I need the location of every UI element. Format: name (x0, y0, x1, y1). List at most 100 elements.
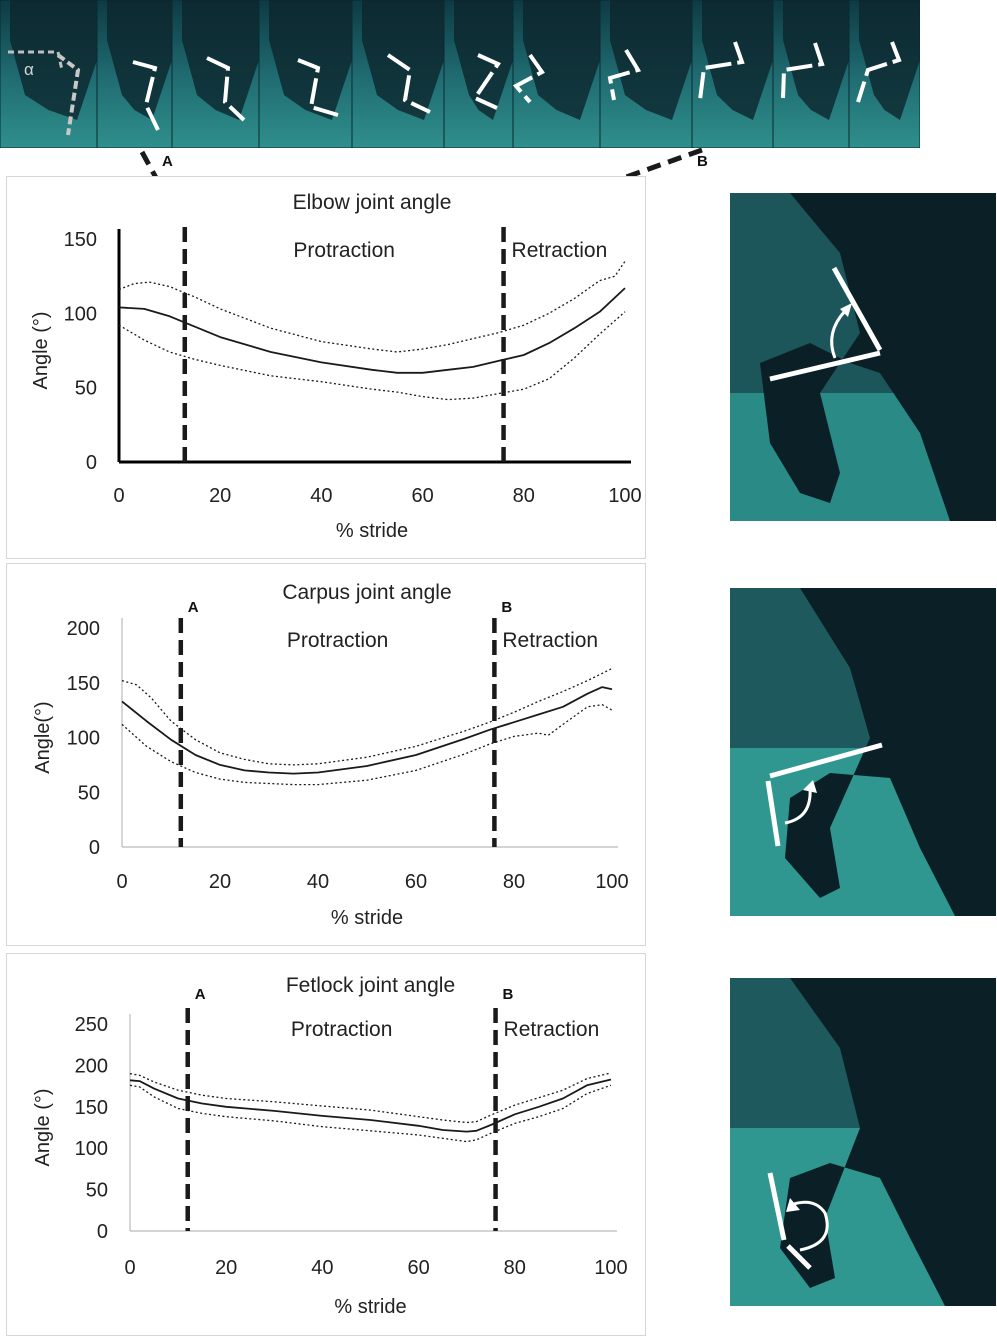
carpus-y-axis-label: Angle(°) (32, 701, 54, 773)
elbow-y-tick-label: 100 (64, 303, 97, 325)
limb-segment-marker (472, 53, 501, 110)
fetlock-chart-title: Fetlock joint angle (286, 974, 455, 997)
reference-angle-line (8, 50, 64, 71)
carpus-chart: Carpus joint angle 0 50 100 150 200 0 20 40 60 80 1… (32, 581, 629, 929)
elbow-x-tick-label: 100 (608, 485, 641, 507)
fetlock-x-axis-label: % stride (334, 1296, 406, 1318)
limb-segment-marker (206, 56, 246, 122)
limb-segment-marker (297, 58, 339, 117)
elbow-chart-panel: Elbow joint angle 0 50 100 150 0 20 40 60 80 100 % … (6, 176, 646, 559)
elbow-y-tick-label: 50 (75, 378, 97, 400)
elbow-phase-label-protraction: Protraction (293, 239, 395, 262)
carpus-chart-panel: Carpus joint angle 0 50 100 150 200 0 20 40 60 80 1… (6, 563, 646, 946)
carpus-joint-photo (730, 588, 996, 916)
elbow-phase-label-retraction: Retraction (512, 239, 608, 262)
horse-silhouette (10, 0, 97, 120)
carpus-chart-title: Carpus joint angle (282, 581, 451, 604)
limb-segment-marker (781, 42, 825, 99)
limb-segment-marker (856, 41, 902, 103)
carpus-phase-marker-label: B (501, 599, 512, 616)
carpus-upper-segment-line (769, 742, 883, 779)
carpus-series-upper (121, 667, 613, 766)
alpha-symbol: α (24, 60, 34, 79)
horse-silhouette (182, 0, 259, 120)
connector-label-b: B (697, 153, 708, 170)
limb-segment-marker (698, 41, 745, 101)
fetlock-angle-arrow-icon (793, 1200, 829, 1252)
carpus-series-mean (121, 686, 613, 775)
fetlock-series-lower (129, 1084, 612, 1143)
fetlock-y-tick-label: 50 (86, 1180, 108, 1202)
fetlock-phase-marker-label: A (195, 986, 206, 1003)
fetlock-x-tick-label: 40 (311, 1257, 333, 1279)
elbow-angle-arrow-icon (830, 309, 847, 359)
carpus-y-tick-label: 0 (89, 837, 100, 859)
stride-filmstrip: α (0, 0, 920, 148)
connector-label-a: A (162, 153, 173, 170)
elbow-lower-segment-line (769, 350, 881, 382)
elbow-y-tick-label: 150 (64, 229, 97, 251)
carpus-x-tick-label: 100 (595, 871, 628, 893)
elbow-chart: Elbow joint angle 0 50 100 150 0 20 40 60 80 100 % … (30, 191, 642, 542)
elbow-x-tick-label: 0 (113, 485, 124, 507)
carpus-lower-segment-line (765, 780, 781, 847)
elbow-y-axis-label: Angle (°) (30, 311, 52, 389)
fetlock-chart-panel: Fetlock joint angle 0 50 100 150 200 250 0 20 40 6… (6, 953, 646, 1336)
fetlock-phase-label-protraction: Protraction (291, 1018, 393, 1041)
elbow-x-tick-label: 20 (209, 485, 231, 507)
carpus-y-tick-label: 200 (67, 618, 100, 640)
horse-silhouette (362, 0, 444, 120)
horse-silhouette (702, 0, 773, 120)
fetlock-joint-photo (730, 978, 996, 1306)
fetlock-x-tick-label: 80 (504, 1257, 526, 1279)
horse-silhouette (610, 0, 692, 120)
elbow-y-tick-label: 0 (86, 452, 97, 474)
fetlock-y-tick-label: 250 (75, 1014, 108, 1036)
carpus-series-lower (121, 704, 613, 786)
horse-silhouette (269, 0, 352, 120)
elbow-x-tick-label: 80 (513, 485, 535, 507)
horse-silhouette (107, 0, 172, 120)
fetlock-upper-segment-line (767, 1172, 787, 1241)
fetlock-phase-label-retraction: Retraction (504, 1018, 600, 1041)
fetlock-lower-segment-line (786, 1244, 812, 1270)
carpus-x-tick-label: 40 (307, 871, 329, 893)
carpus-x-tick-label: 80 (503, 871, 525, 893)
fetlock-y-tick-label: 200 (75, 1055, 108, 1077)
fetlock-y-tick-label: 0 (97, 1221, 108, 1243)
carpus-angle-arrow-icon (784, 787, 812, 825)
horse-silhouette (783, 0, 849, 120)
elbow-joint-photo (730, 193, 996, 521)
elbow-series-lower (118, 311, 626, 401)
elbow-chart-title: Elbow joint angle (293, 191, 452, 214)
carpus-phase-label-protraction: Protraction (287, 629, 389, 652)
limb-segment-marker (512, 53, 545, 104)
fetlock-x-tick-label: 60 (407, 1257, 429, 1279)
carpus-x-axis-label: % stride (331, 907, 403, 929)
limb-segment-marker (132, 60, 160, 131)
carpus-y-tick-label: 50 (78, 782, 100, 804)
horse-silhouette (859, 0, 920, 120)
elbow-series-upper (118, 260, 626, 353)
fetlock-series-mean (129, 1078, 612, 1133)
limb-segment-marker (386, 53, 431, 114)
horse-silhouette (454, 0, 513, 120)
horse-silhouette (523, 0, 600, 120)
elbow-x-tick-label: 40 (310, 485, 332, 507)
fetlock-x-tick-label: 100 (594, 1257, 627, 1279)
fetlock-y-tick-label: 100 (75, 1138, 108, 1160)
fetlock-series-upper (129, 1072, 612, 1124)
carpus-x-tick-label: 20 (209, 871, 231, 893)
carpus-x-tick-label: 0 (116, 871, 127, 893)
elbow-x-axis-label: % stride (336, 520, 408, 542)
fetlock-phase-marker-label: B (503, 986, 514, 1003)
fetlock-y-tick-label: 150 (75, 1097, 108, 1119)
limb-segment-marker (607, 48, 642, 101)
elbow-series-mean (118, 287, 626, 374)
carpus-y-tick-label: 150 (67, 673, 100, 695)
carpus-phase-marker-label: A (188, 599, 199, 616)
elbow-x-tick-label: 60 (411, 485, 433, 507)
fetlock-chart: Fetlock joint angle 0 50 100 150 200 250 0 20 40 6… (32, 974, 628, 1318)
carpus-phase-label-retraction: Retraction (502, 629, 598, 652)
fetlock-x-tick-label: 0 (124, 1257, 135, 1279)
